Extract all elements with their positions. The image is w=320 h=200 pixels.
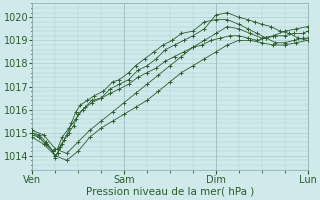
- X-axis label: Pression niveau de la mer( hPa ): Pression niveau de la mer( hPa ): [86, 187, 254, 197]
